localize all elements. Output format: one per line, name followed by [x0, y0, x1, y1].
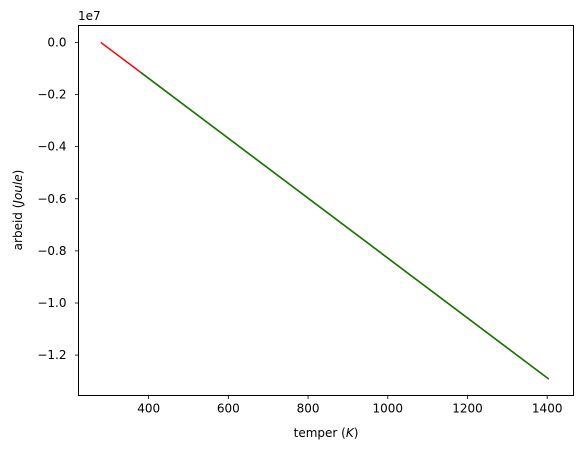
y-tick-label: −0.4 — [37, 140, 66, 154]
x-tick-label: 1000 — [373, 402, 404, 416]
y-tick-label: −0.6 — [37, 192, 66, 206]
y-tick-label: −1.2 — [37, 348, 66, 362]
x-tick-label: 800 — [297, 402, 320, 416]
y-offset-label: 1e7 — [78, 9, 101, 23]
x-tick-label: 600 — [217, 402, 240, 416]
y-tick-label: −1.0 — [37, 296, 66, 310]
y-tick-label: −0.8 — [37, 244, 66, 258]
y-tick-label: 0.0 — [47, 35, 66, 49]
x-tick-label: 1400 — [532, 402, 563, 416]
x-axis-ticks: 400 600 800 1000 1200 1400 — [137, 395, 563, 416]
y-axis-label: arbeid (Joule) — [11, 170, 25, 251]
x-tick-label: 1200 — [452, 402, 483, 416]
series-layer — [100, 41, 550, 380]
y-axis-ticks: 0.0 −0.2 −0.4 −0.6 −0.8 −1.0 −1.2 — [37, 35, 79, 362]
y-tick-label: −0.2 — [37, 88, 66, 102]
plot-frame — [78, 25, 574, 396]
series-line-1 — [140, 71, 550, 380]
x-axis-label: temper (K) — [294, 426, 359, 440]
x-tick-label: 400 — [137, 402, 160, 416]
